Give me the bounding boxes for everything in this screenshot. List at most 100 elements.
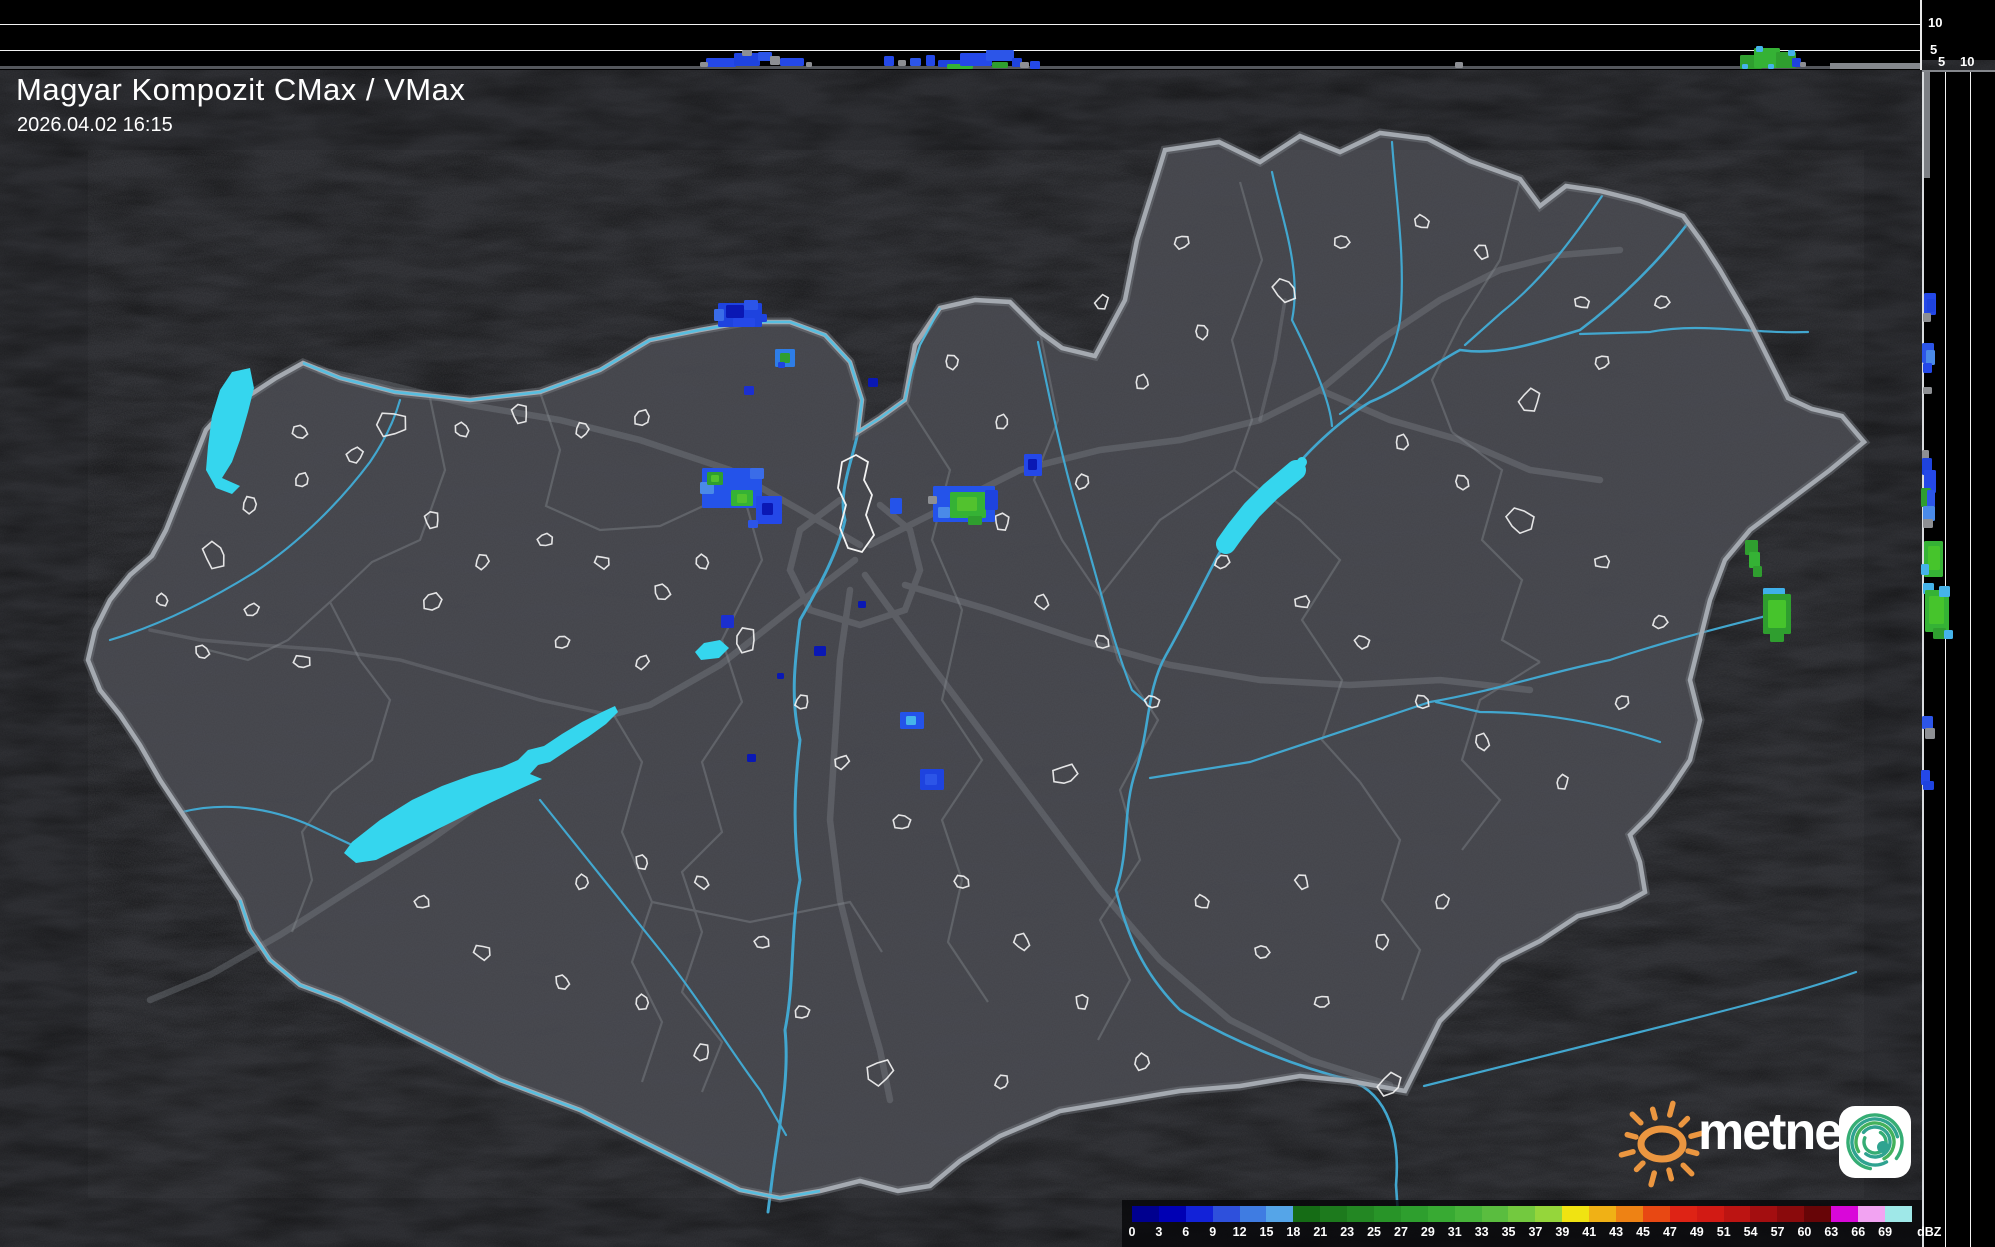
settlement-outline	[834, 754, 851, 771]
settlement-outline	[413, 894, 430, 909]
river-maros	[1422, 970, 1858, 1088]
settlement-outline	[1435, 893, 1451, 910]
settlement-outline	[635, 654, 651, 671]
legend-tick-3: 3	[1155, 1225, 1163, 1239]
right-axis-label-10km: 10	[1960, 54, 1975, 69]
settlement-outline	[345, 446, 365, 464]
settlement-outline	[1094, 634, 1110, 649]
settlement-outline	[423, 510, 439, 530]
brand-wordmark: metnet	[1698, 1103, 1858, 1161]
legend-tick-54: 54	[1743, 1225, 1758, 1239]
settlement-outline	[155, 592, 169, 607]
settlement-outline	[1293, 874, 1309, 891]
legend-cell-23	[1347, 1206, 1375, 1222]
settlement-outline	[1195, 324, 1209, 341]
settlement-outline	[1213, 554, 1231, 570]
river-danube	[301, 320, 864, 1214]
settlement-outline	[1594, 355, 1610, 371]
settlement-outline	[593, 555, 610, 571]
settlement-outline	[1294, 594, 1311, 609]
settlement-outline	[1593, 554, 1611, 569]
legend-cell-25	[1374, 1206, 1401, 1222]
legend-cell-18	[1293, 1206, 1321, 1222]
legend-tick-35: 35	[1501, 1225, 1516, 1239]
top-height-profile-panel	[0, 0, 1922, 70]
country-border	[83, 128, 1871, 1203]
settlement-outline	[1653, 295, 1671, 310]
legend-cell-31	[1454, 1206, 1482, 1222]
legend-cell-39	[1562, 1206, 1590, 1222]
settlement-outline	[1074, 473, 1090, 491]
legend-cell-12	[1239, 1206, 1267, 1222]
legend-tick-23: 23	[1340, 1225, 1355, 1239]
settlement-outline	[1271, 277, 1297, 304]
settlement-outline	[195, 644, 211, 660]
settlement-outline	[295, 471, 309, 488]
legend-tick-21: 21	[1313, 1225, 1328, 1239]
product-timestamp: 2026.04.02 16:15	[17, 114, 173, 136]
legend-tick-31: 31	[1447, 1225, 1462, 1239]
legend-tick-27: 27	[1394, 1225, 1408, 1239]
settlement-outline	[475, 553, 491, 571]
legend-cell-54	[1750, 1206, 1778, 1222]
river-zagyva	[1036, 340, 1148, 704]
border-river-drava	[238, 899, 821, 1200]
river-raba	[108, 398, 402, 642]
settlement-outline	[243, 602, 261, 617]
settlement-outline	[953, 874, 970, 889]
legend-unit-label: dBZ	[1917, 1225, 1942, 1239]
settlement-budapest	[837, 453, 876, 554]
legend-cell-66	[1858, 1206, 1885, 1222]
lake-balaton	[344, 706, 618, 863]
river-zala	[180, 805, 354, 847]
top-profile-ground	[0, 66, 1922, 69]
settlement-outline	[1134, 1051, 1151, 1072]
right-profile-terrain-bar	[1924, 72, 1930, 178]
settlement-outline	[866, 1059, 895, 1088]
legend-cell-69	[1884, 1206, 1912, 1222]
legend-cell-47	[1669, 1206, 1697, 1222]
legend-tick-69: 69	[1878, 1225, 1893, 1239]
settlement-outline	[945, 354, 960, 371]
river-sajo	[1270, 170, 1334, 428]
settlement-outline	[1504, 507, 1535, 535]
lake-ferto	[206, 368, 254, 494]
legend-tick-12: 12	[1232, 1225, 1247, 1239]
border-river-danube-nw	[302, 320, 864, 433]
settlement-outline	[1573, 296, 1591, 309]
settlement-outline	[1353, 634, 1371, 650]
settlement-outline	[753, 935, 770, 949]
dbz-color-scale	[1132, 1206, 1912, 1222]
settlement-outline	[1517, 387, 1541, 412]
settlement-outline	[575, 873, 590, 891]
settlement-outline	[1135, 373, 1150, 390]
legend-tick-49: 49	[1689, 1225, 1704, 1239]
legend-cell-29	[1427, 1206, 1455, 1222]
legend-cell-60	[1804, 1206, 1832, 1222]
settlement-outline	[575, 421, 590, 439]
river-network	[108, 140, 1858, 1217]
top-profile-ground-bright	[1830, 63, 1922, 69]
sun-icon	[1618, 1100, 1706, 1188]
legend-cell-33	[1481, 1206, 1509, 1222]
legend-cell-27	[1400, 1206, 1428, 1222]
settlement-outline	[1075, 993, 1089, 1010]
river-szamos	[1578, 326, 1810, 336]
top-axis-label-5km: 5	[1930, 42, 1938, 57]
metnet-logo: metnet	[1612, 1092, 1922, 1192]
river-bodrog	[1463, 194, 1604, 347]
settlement-outline	[693, 1043, 710, 1062]
settlement-outline	[375, 412, 407, 438]
legend-tick-9: 9	[1209, 1225, 1217, 1239]
settlement-outline	[995, 413, 1009, 430]
dbz-legend: 0 3 6 9 12 15 18 21 23 25 27 29 31 33 35 37 39 41 43 45 47 49…	[1122, 1200, 1941, 1247]
legend-cell-63	[1831, 1206, 1859, 1222]
settlement-outline	[735, 627, 755, 654]
settlement-outline	[1474, 732, 1491, 752]
legend-cell-0	[1132, 1206, 1159, 1222]
legend-cell-37	[1535, 1206, 1563, 1222]
settlement-outline	[1254, 944, 1271, 959]
settlement-outline	[793, 694, 809, 710]
settlement-outline	[554, 635, 571, 649]
